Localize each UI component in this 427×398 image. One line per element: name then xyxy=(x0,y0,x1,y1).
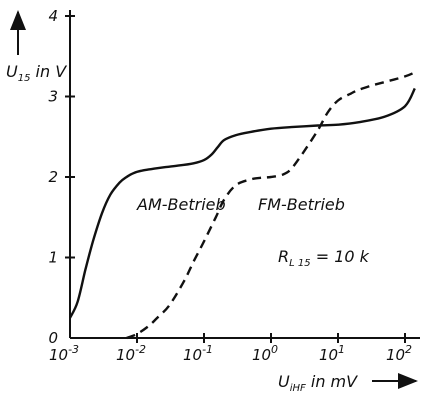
y-tick-label: 4 xyxy=(48,7,58,25)
annotation-load-resistance: RL 15 = 10 k xyxy=(278,247,370,269)
series-label-fm-betrieb: FM-Betrieb xyxy=(258,195,345,214)
x-tick-label: 100 xyxy=(252,343,278,364)
y-axis-label: U15 in V xyxy=(6,62,67,84)
x-tick-label: 101 xyxy=(319,343,345,364)
series-am-betrieb-line xyxy=(68,87,416,319)
y-tick-label: 0 xyxy=(48,329,58,347)
x-axis-label: UiHF in mV xyxy=(278,372,358,394)
x-tick-label: 10-3 xyxy=(49,343,79,364)
series-label-am-betrieb: AM-Betrieb xyxy=(136,195,226,214)
x-tick-label: 10-1 xyxy=(183,343,213,364)
y-tick-label: 3 xyxy=(48,88,58,106)
y-tick-label: 2 xyxy=(48,168,58,186)
x-ticks: 10-3 10-2 10-1 100 101 102 xyxy=(49,333,412,364)
x-tick-label: 102 xyxy=(386,343,412,364)
y-ticks: 0 1 2 3 4 xyxy=(48,7,75,347)
y-tick-label: 1 xyxy=(48,249,58,267)
x-tick-label: 10-2 xyxy=(116,343,146,364)
